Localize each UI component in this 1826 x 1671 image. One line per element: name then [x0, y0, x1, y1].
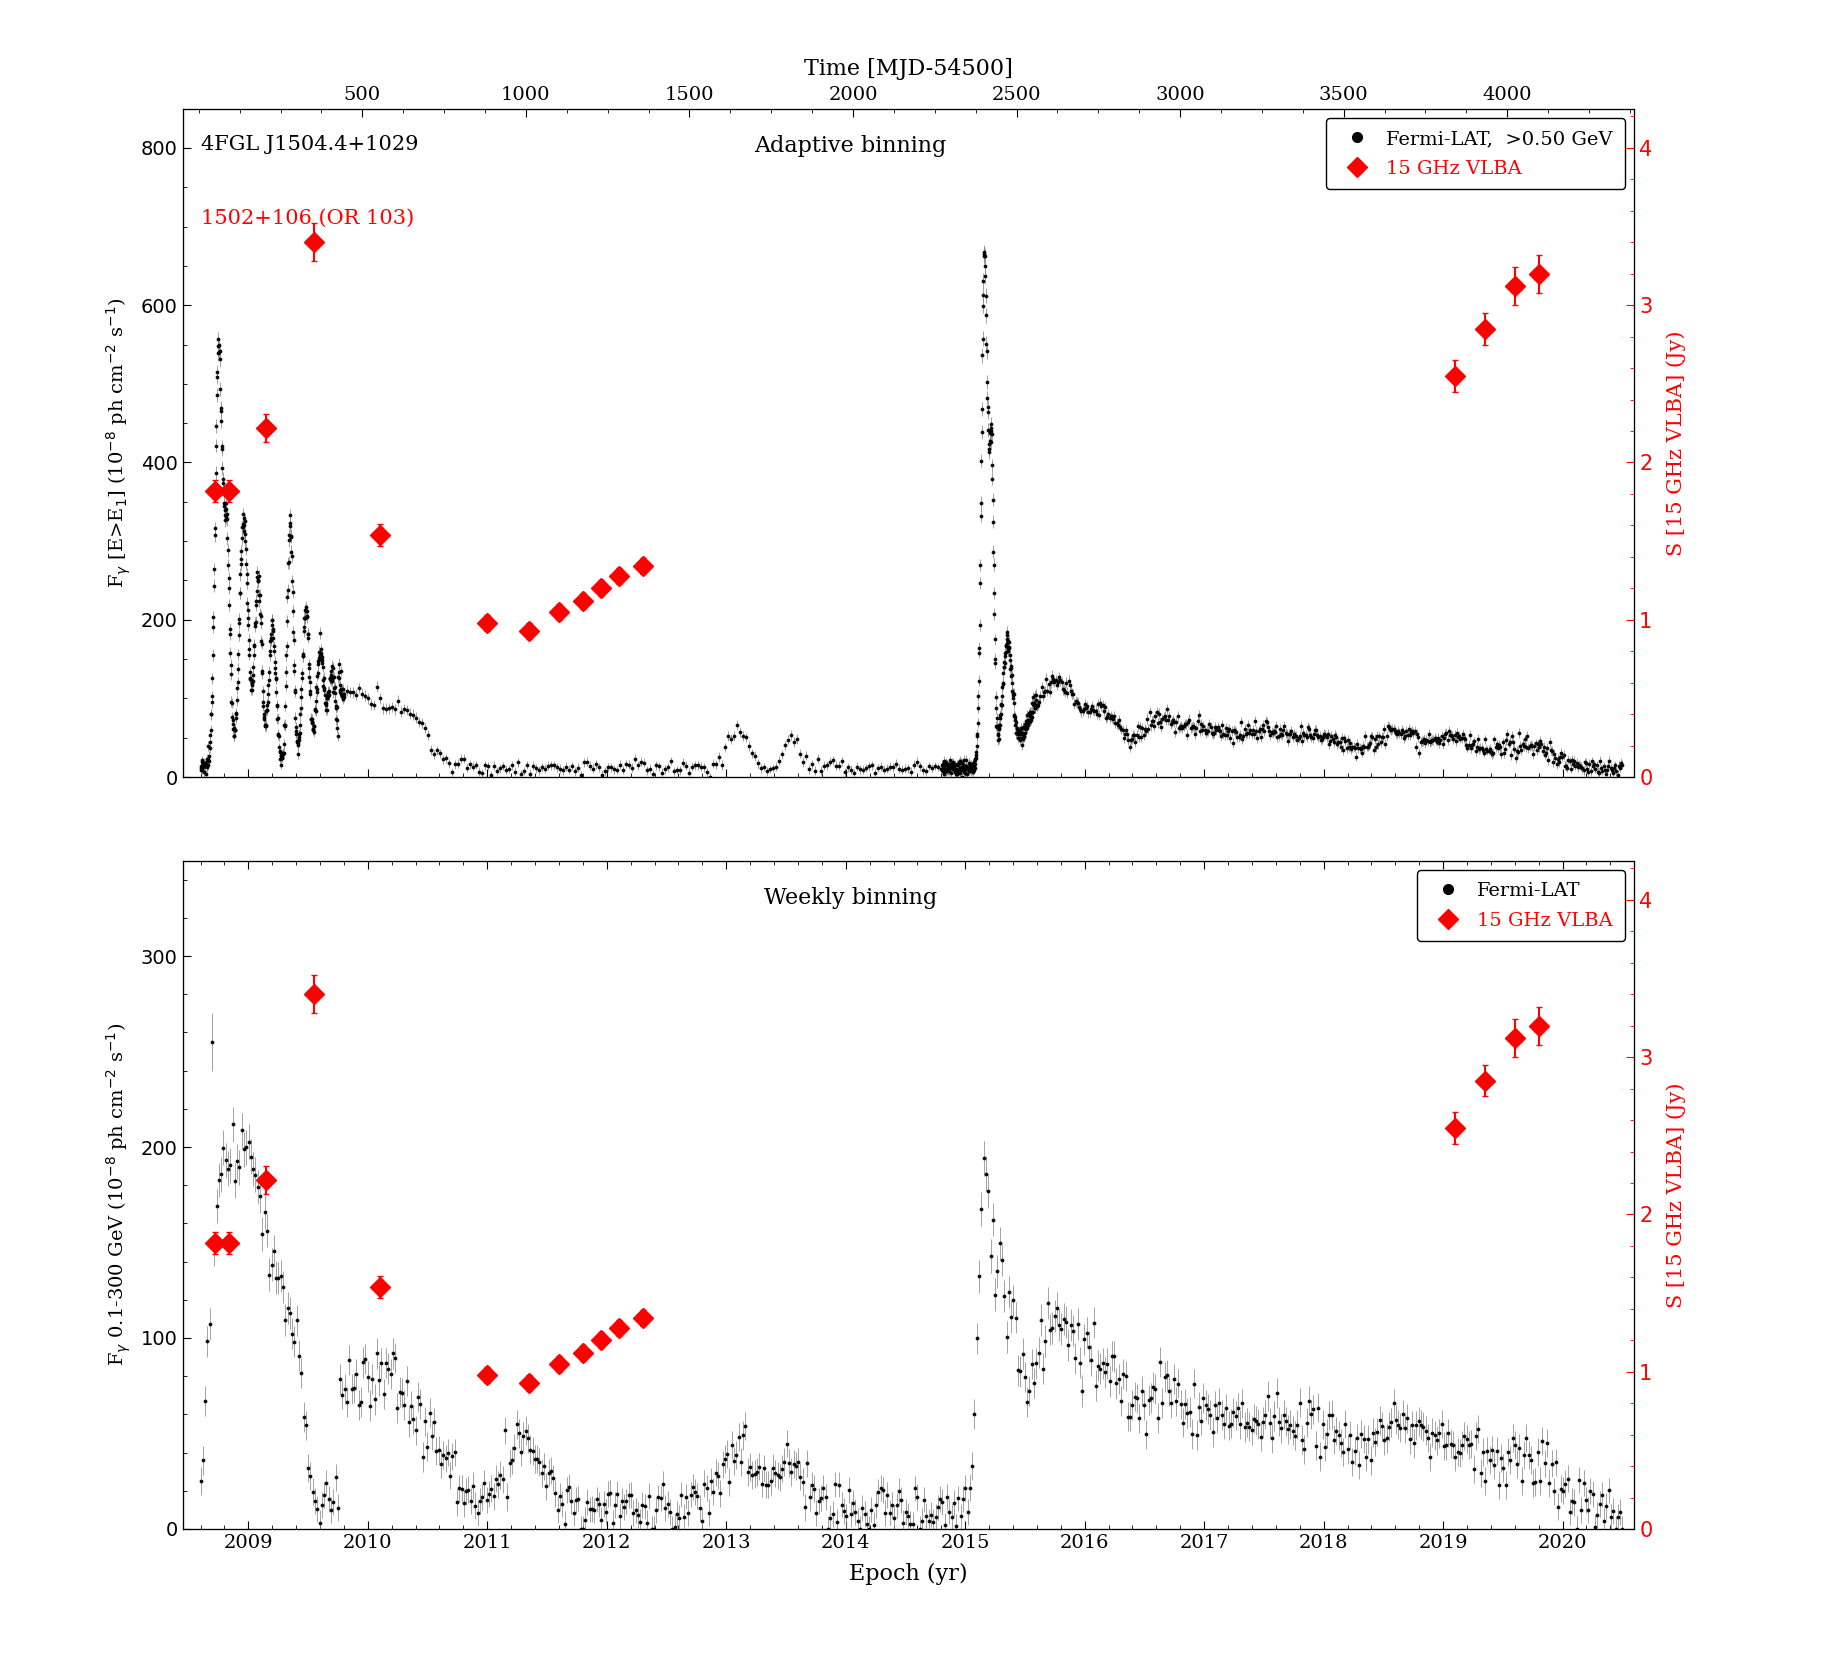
Text: Adaptive binning: Adaptive binning	[754, 135, 946, 157]
Y-axis label: F$_{\gamma}$ 0.1-300 GeV (10$^{-8}$ ph cm$^{-2}$ s$^{-1}$): F$_{\gamma}$ 0.1-300 GeV (10$^{-8}$ ph c…	[104, 1023, 133, 1367]
Text: Weekly binning: Weekly binning	[763, 887, 937, 909]
Text: 4FGL J1504.4+1029: 4FGL J1504.4+1029	[201, 135, 418, 154]
X-axis label: Time [MJD-54500]: Time [MJD-54500]	[803, 57, 1013, 80]
Y-axis label: S [15 GHz VLBA] (Jy): S [15 GHz VLBA] (Jy)	[1667, 331, 1685, 555]
X-axis label: Epoch (yr): Epoch (yr)	[849, 1562, 968, 1586]
Legend: Fermi-LAT,  >0.50 GeV, 15 GHz VLBA: Fermi-LAT, >0.50 GeV, 15 GHz VLBA	[1326, 119, 1625, 189]
Y-axis label: S [15 GHz VLBA] (Jy): S [15 GHz VLBA] (Jy)	[1667, 1083, 1685, 1307]
Text: 1502+106 (OR 103): 1502+106 (OR 103)	[201, 209, 415, 227]
Y-axis label: F$_{\gamma}$ [E>E$_1$] (10$^{-8}$ ph cm$^{-2}$ s$^{-1}$): F$_{\gamma}$ [E>E$_1$] (10$^{-8}$ ph cm$…	[104, 297, 133, 588]
Legend: Fermi-LAT, 15 GHz VLBA: Fermi-LAT, 15 GHz VLBA	[1417, 871, 1625, 941]
